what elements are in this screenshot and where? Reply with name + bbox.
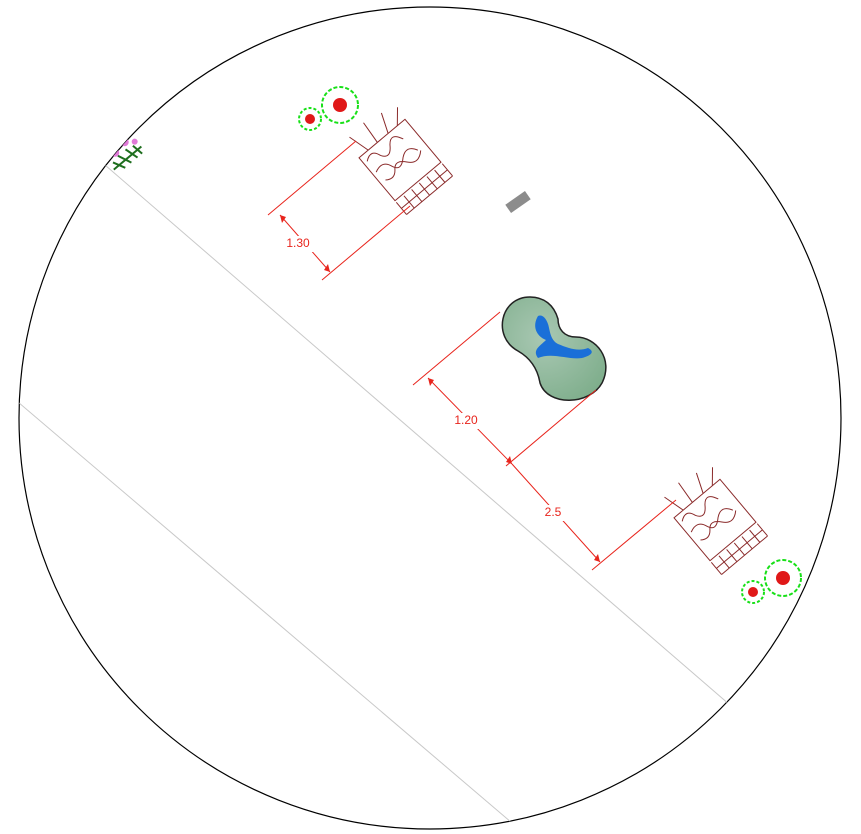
path-edge (104, 164, 731, 706)
frame (18, 6, 842, 830)
dimension-label: 1.20 (454, 413, 478, 427)
shrub (741, 559, 802, 604)
path-edge (19, 401, 526, 829)
bench (658, 459, 770, 576)
dimension: 1.20 (412, 311, 597, 467)
dimension: 1.30 (267, 140, 411, 281)
marker (505, 191, 531, 213)
dimension-label: 1.30 (286, 236, 310, 250)
bench (343, 99, 455, 216)
pond (501, 296, 607, 401)
shrub (298, 86, 359, 131)
dimension-label: 2.5 (545, 505, 562, 519)
site (19, 138, 731, 829)
dimension: 2.5 (511, 463, 677, 571)
